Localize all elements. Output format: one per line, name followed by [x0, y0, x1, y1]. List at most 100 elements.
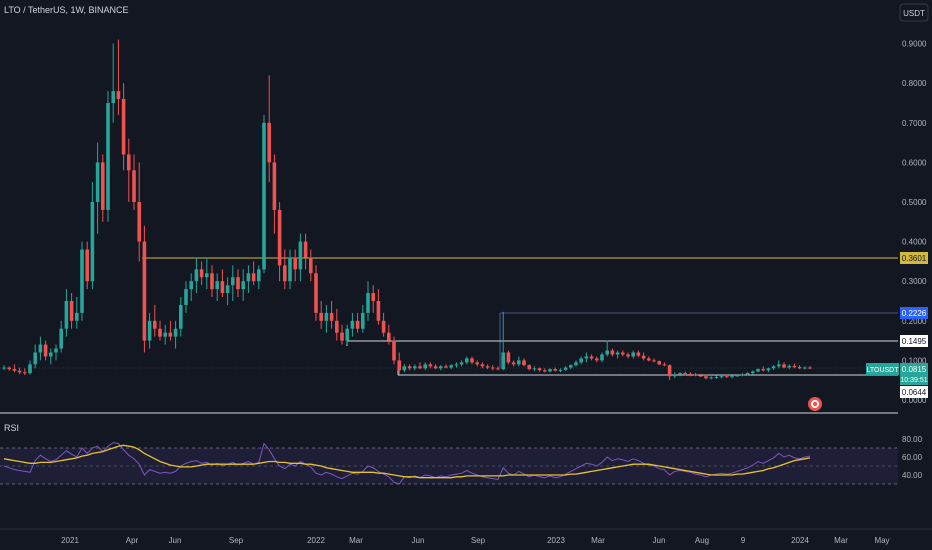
candle [714, 375, 719, 379]
candle [569, 364, 573, 370]
candle-body [272, 162, 277, 210]
candle [792, 363, 797, 369]
rsi-ma-line [3, 444, 811, 479]
candle [605, 340, 609, 357]
candle-body [225, 285, 230, 294]
candle-body [579, 358, 583, 363]
candle [381, 312, 386, 337]
candle [85, 241, 89, 290]
candle [121, 83, 126, 171]
price-tick-label: 0.2000 [902, 317, 927, 326]
candle-body [371, 293, 375, 301]
blue-level-badge: 0.2226 [900, 307, 928, 319]
time-tick-label: Mar [349, 536, 363, 545]
time-axis: 2021 Apr Jun Sep 2022 Mar Jun Sep 2023 Mar Jun Aug 9… [61, 536, 889, 545]
candle-body [246, 273, 251, 282]
rsi-tick-label: 80.00 [902, 435, 923, 444]
candle [709, 376, 713, 380]
candle-body [470, 358, 474, 363]
candle-body [340, 332, 344, 341]
yellow-level-badge: 0.3601 [900, 252, 928, 264]
candle-body [433, 366, 438, 369]
candle-body [38, 344, 43, 353]
candle [153, 304, 157, 337]
candle [480, 362, 485, 369]
candle-body [387, 332, 391, 341]
candle [787, 364, 791, 370]
candle [23, 368, 27, 376]
candle [745, 372, 750, 376]
candle-body [355, 320, 360, 329]
candle [527, 364, 531, 371]
current-price-badge: 0.0815 10:39:51 [900, 363, 928, 385]
rsi-label: RSI [4, 423, 19, 433]
candle-body [101, 162, 105, 210]
candle-body [132, 170, 136, 202]
candle-body [615, 352, 620, 355]
candle [444, 364, 448, 369]
candle-body [641, 355, 646, 359]
candle [522, 358, 526, 367]
candle [636, 350, 641, 358]
white-level-upper-value: 0.1495 [902, 337, 927, 346]
candle-body [257, 269, 261, 282]
candle-body [699, 375, 703, 377]
candle [433, 364, 438, 370]
candle-body [173, 328, 178, 337]
candle-body [49, 352, 53, 357]
candle-body [335, 320, 339, 333]
candle [449, 364, 453, 370]
candle-body [626, 354, 630, 357]
time-tick-label: Mar [591, 536, 605, 545]
candle-body [413, 366, 417, 369]
candle [231, 265, 235, 301]
candle-body [678, 373, 682, 375]
candle-body [517, 360, 521, 365]
yellow-level-value: 0.3601 [902, 254, 927, 263]
candle [563, 366, 568, 371]
candle-body [309, 257, 313, 274]
candle-body [501, 352, 505, 370]
price-tick-label: 0.1000 [902, 356, 927, 365]
candle [465, 356, 469, 365]
time-tick-label: 2024 [791, 536, 809, 545]
candle-body [418, 366, 422, 369]
candle-body [17, 370, 22, 373]
candle-body [210, 273, 214, 290]
candle-body [475, 362, 479, 365]
candle [517, 356, 521, 367]
currency-button[interactable]: USDT [899, 3, 929, 22]
white-level-lower-value: 0.0644 [902, 388, 927, 397]
candle-body [64, 301, 69, 329]
candle-body [688, 373, 693, 375]
candle [350, 312, 355, 337]
candle [64, 289, 69, 337]
candle-body [787, 365, 791, 368]
candle-body [267, 122, 271, 163]
white-level-lower-badge: 0.0644 [900, 386, 928, 398]
candle [361, 304, 365, 333]
price-tick-label: 0.6000 [902, 158, 927, 167]
candle-body [220, 281, 225, 294]
candle [251, 261, 256, 286]
candle [439, 365, 443, 371]
candle-body [127, 154, 131, 171]
candle-body [610, 350, 615, 355]
candle-body [667, 365, 672, 377]
candle-body [652, 360, 656, 362]
candle [277, 202, 282, 282]
candle-body [111, 91, 115, 103]
candle [95, 142, 100, 234]
candle-body [548, 369, 552, 372]
candle [205, 257, 209, 290]
candle-body [163, 332, 167, 337]
candle [69, 293, 74, 329]
candle [75, 297, 79, 329]
candle-body [28, 364, 32, 374]
currency-flag-icon[interactable] [808, 397, 822, 411]
candle [241, 269, 245, 301]
candle-body [69, 301, 74, 321]
candle-body [709, 377, 713, 379]
candle [272, 154, 277, 234]
